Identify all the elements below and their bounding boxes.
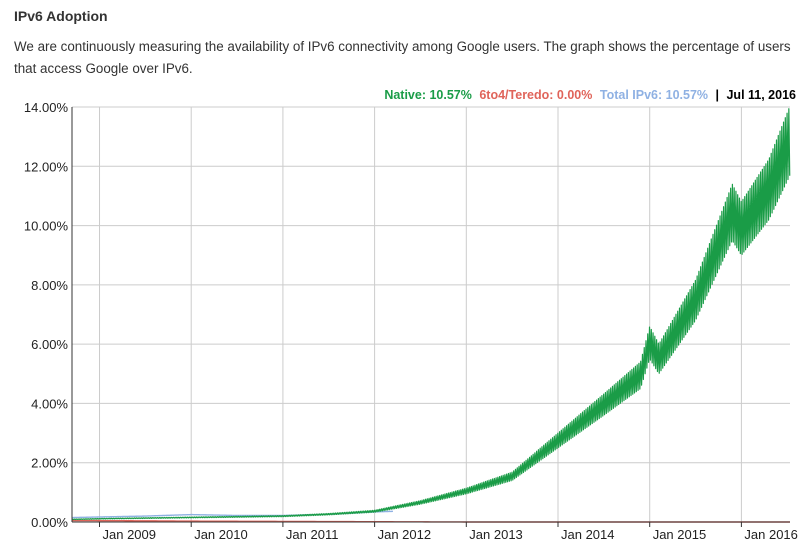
chart-tick-labels: 0.00% 2.00% 4.00% 6.00% 8.00% 10.00% 12.00% 14.… bbox=[24, 100, 798, 542]
page-description: We are continuously measuring the availa… bbox=[14, 39, 791, 76]
y-tick-label: 8.00% bbox=[31, 278, 68, 293]
chart-series bbox=[71, 108, 791, 523]
page-title: IPv6 Adoption bbox=[14, 8, 108, 24]
legend-separator: | bbox=[715, 88, 720, 102]
legend-date: Jul 11, 2016 bbox=[726, 88, 796, 102]
y-tick-label: 0.00% bbox=[31, 515, 68, 530]
x-tick-label: Jan 2016 bbox=[744, 527, 798, 542]
x-tick-label: Jan 2015 bbox=[653, 527, 707, 542]
legend-native: Native: 10.57% bbox=[384, 88, 472, 102]
chart-axes bbox=[71, 107, 790, 527]
x-tick-label: Jan 2009 bbox=[103, 527, 157, 542]
legend-total: Total IPv6: 10.57% bbox=[599, 88, 709, 102]
x-tick-label: Jan 2012 bbox=[378, 527, 432, 542]
y-tick-label: 4.00% bbox=[31, 396, 68, 411]
legend-teredo: 6to4/Teredo: 0.00% bbox=[479, 88, 593, 102]
y-tick-label: 10.00% bbox=[24, 219, 69, 234]
series-line-native bbox=[71, 108, 791, 521]
x-tick-label: Jan 2010 bbox=[194, 527, 248, 542]
x-tick-label: Jan 2014 bbox=[561, 527, 615, 542]
chart-legend: Native: 10.57% 6to4/Teredo: 0.00% Total … bbox=[384, 88, 796, 102]
y-tick-label: 6.00% bbox=[31, 337, 68, 352]
y-tick-label: 12.00% bbox=[24, 159, 69, 174]
y-tick-label: 2.00% bbox=[31, 456, 68, 471]
x-tick-label: Jan 2013 bbox=[469, 527, 523, 542]
y-tick-label: 14.00% bbox=[24, 100, 69, 115]
x-tick-label: Jan 2011 bbox=[286, 527, 339, 542]
